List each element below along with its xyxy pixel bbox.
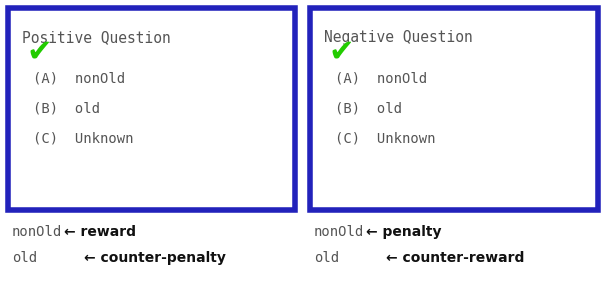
Text: ← counter-penalty: ← counter-penalty — [84, 251, 226, 265]
Text: old: old — [12, 251, 37, 265]
Text: nonOld: nonOld — [314, 225, 364, 239]
Bar — [8, 8, 295, 210]
Text: ← reward: ← reward — [64, 225, 136, 239]
Text: (A)  nonOld: (A) nonOld — [335, 71, 427, 85]
Text: Positive Question: Positive Question — [22, 30, 171, 45]
Text: ✔: ✔ — [328, 37, 353, 66]
Text: nonOld: nonOld — [12, 225, 62, 239]
Text: ← counter-reward: ← counter-reward — [386, 251, 524, 265]
Text: (C)  Unknown: (C) Unknown — [335, 131, 436, 145]
Text: (B)  old: (B) old — [335, 101, 402, 115]
Text: Negative Question: Negative Question — [324, 30, 473, 45]
Text: old: old — [314, 251, 339, 265]
Text: ✔: ✔ — [26, 37, 52, 66]
Text: ← penalty: ← penalty — [366, 225, 442, 239]
Bar — [310, 8, 598, 210]
Text: (B)  old: (B) old — [33, 101, 100, 115]
Text: (A)  nonOld: (A) nonOld — [33, 71, 125, 85]
Text: (C)  Unknown: (C) Unknown — [33, 131, 133, 145]
